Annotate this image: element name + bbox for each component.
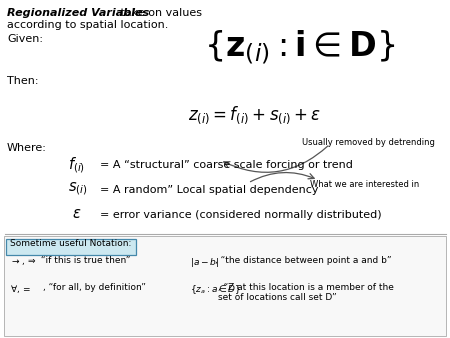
Text: $\forall, =$: $\forall, =$ — [10, 283, 31, 295]
FancyBboxPatch shape — [6, 239, 136, 255]
Text: = error variance (considered normally distributed): = error variance (considered normally di… — [100, 210, 382, 220]
Text: What we are interested in: What we are interested in — [310, 180, 419, 189]
Text: , “for all, by definition”: , “for all, by definition” — [43, 283, 146, 292]
Text: “if this is true then”: “if this is true then” — [38, 256, 130, 265]
Text: Sometime useful Notation:: Sometime useful Notation: — [10, 239, 131, 248]
Text: Given:: Given: — [7, 34, 43, 44]
Text: $\{z_a : a \in D\}$: $\{z_a : a \in D\}$ — [190, 283, 242, 296]
Text: $z_{(i)} = f_{(i)} + s_{(i)} + \varepsilon$: $z_{(i)} = f_{(i)} + s_{(i)} + \varepsil… — [188, 104, 322, 126]
Text: Usually removed by detrending: Usually removed by detrending — [302, 138, 435, 147]
Text: according to spatial location.: according to spatial location. — [7, 20, 168, 30]
Text: = A “structural” coarse scale forcing or trend: = A “structural” coarse scale forcing or… — [100, 160, 353, 170]
Text: , “Z at this location is a member of the
set of locations call set D”: , “Z at this location is a member of the… — [218, 283, 394, 303]
Text: Regionalized Variables: Regionalized Variables — [7, 8, 149, 18]
Text: $\varepsilon$: $\varepsilon$ — [72, 206, 81, 221]
Text: Where:: Where: — [7, 143, 47, 153]
Text: Then:: Then: — [7, 76, 39, 86]
Text: $|a - b|$: $|a - b|$ — [190, 256, 219, 269]
Text: $s_{(i)}$: $s_{(i)}$ — [68, 180, 88, 197]
Text: take on values: take on values — [117, 8, 202, 18]
Bar — [4, 236, 446, 336]
Text: $f_{(i)}$: $f_{(i)}$ — [68, 155, 85, 175]
Text: = A random” Local spatial dependency: = A random” Local spatial dependency — [100, 185, 319, 195]
Text: $\{\mathbf{z}_{(i)} : \mathbf{i} \in \mathbf{D}\}$: $\{\mathbf{z}_{(i)} : \mathbf{i} \in \ma… — [204, 28, 396, 66]
Text: , “the distance between point a and b”: , “the distance between point a and b” — [215, 256, 392, 265]
Text: $\rightarrow, \Rightarrow$: $\rightarrow, \Rightarrow$ — [10, 256, 36, 267]
